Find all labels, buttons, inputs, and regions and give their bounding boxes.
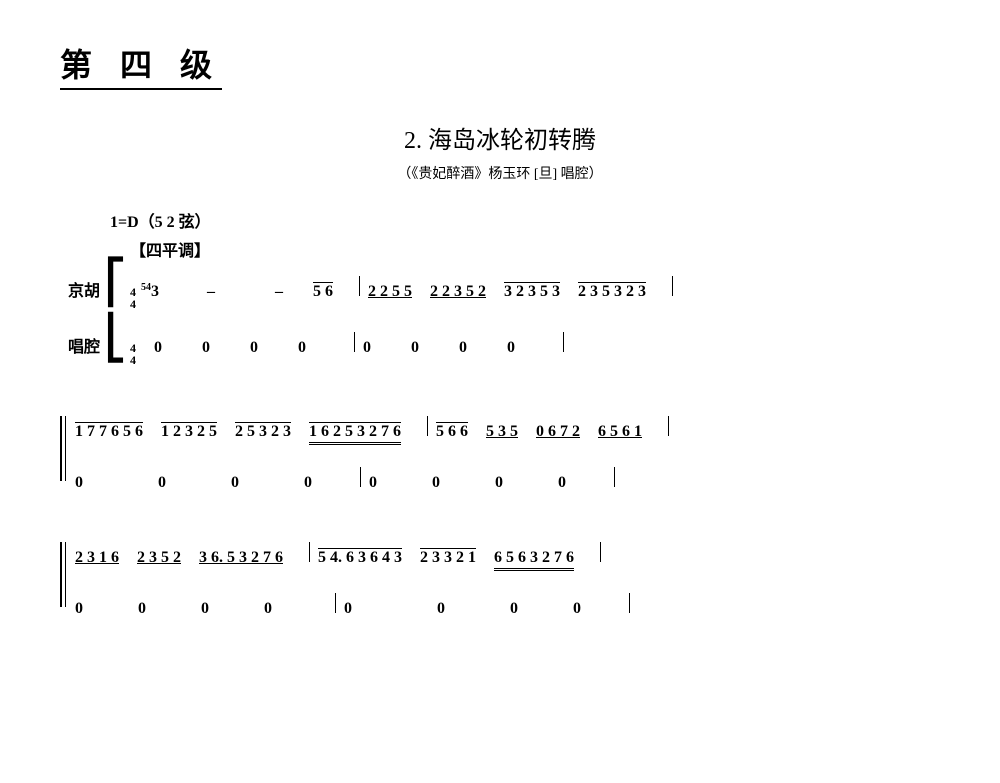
barline xyxy=(335,593,336,613)
note-segment: 2 2 5 5 xyxy=(368,283,412,301)
subtitle: （《贵妃醉酒》杨玉环 [旦] 唱腔） xyxy=(60,163,940,183)
title-section: 2. 海岛冰轮初转腾 （《贵妃醉酒》杨玉环 [旦] 唱腔） xyxy=(60,120,940,183)
jinghu-line-1: 京胡 ⎡ 44 54 3 – – 5 6 2 2 5 5 2 2 3 5 2 3… xyxy=(60,276,940,310)
note-segment: 6 5 6 1 xyxy=(598,423,642,441)
jinghu-line-2: 1 7 7 6 5 6 1 2 3 2 5 2 5 3 2 3 1 6 2 5 … xyxy=(60,416,940,445)
barline xyxy=(614,467,615,487)
note-segment: 0 xyxy=(432,474,440,492)
barline xyxy=(354,332,355,352)
barline xyxy=(309,542,310,562)
note-segment: 0 xyxy=(495,474,503,492)
notation-system-2: 1 7 7 6 5 6 1 2 3 2 5 2 5 3 2 3 1 6 2 5 … xyxy=(60,416,940,492)
voice-line-2: 0 0 0 0 0 0 0 0 xyxy=(60,467,940,492)
note-segment: 2 3 5 2 xyxy=(137,549,181,567)
note-segment: 0 xyxy=(363,339,371,357)
part-label-voice: 唱腔 xyxy=(60,333,105,357)
barline xyxy=(359,276,360,296)
note-segment: 3 2 3 5 3 xyxy=(504,283,560,301)
note-segment: 0 xyxy=(573,600,581,618)
barline xyxy=(360,467,361,487)
note-segment: 3 xyxy=(151,283,159,301)
note-segment: 0 xyxy=(507,339,515,357)
note-segment: 0 xyxy=(298,339,306,357)
note-segment: 1 6 2 5 3 2 7 6 xyxy=(309,423,401,445)
notation-system-3: 2 3 1 6 2 3 5 2 3 6. 5 3 2 7 6 5 4. 6 3 … xyxy=(60,542,940,618)
note-segment: 0 xyxy=(558,474,566,492)
system-bracket xyxy=(60,416,66,481)
note-segment: 2 2 3 5 2 xyxy=(430,283,486,301)
time-signature: 44 xyxy=(130,342,136,366)
note-segment: 6 5 6 3 2 7 6 xyxy=(494,549,574,571)
note-segment: 0 xyxy=(304,474,312,492)
note-segment: 5 6 xyxy=(313,283,333,301)
note-segment: 3 6. 5 3 2 7 6 xyxy=(199,549,283,567)
note-segment: 0 xyxy=(250,339,258,357)
key-signature: 1=D（5 2 弦） xyxy=(110,214,211,231)
note-segment: 1 2 3 2 5 xyxy=(161,423,217,441)
note-segment: 0 xyxy=(510,600,518,618)
voice-line-1: 唱腔 ⎣ 44 0 0 0 0 0 0 0 0 xyxy=(60,332,940,366)
note-segment: – xyxy=(207,283,215,301)
main-title: 2. 海岛冰轮初转腾 xyxy=(60,120,940,155)
note-segment: 0 6 7 2 xyxy=(536,423,580,441)
note-segment: 0 xyxy=(158,474,166,492)
note-segment: 2 3 3 2 1 xyxy=(420,549,476,567)
voice-line-3: 0 0 0 0 0 0 0 0 xyxy=(60,593,940,618)
notation-system-1: 京胡 ⎡ 44 54 3 – – 5 6 2 2 5 5 2 2 3 5 2 3… xyxy=(60,276,940,366)
note-segment: 0 xyxy=(201,600,209,618)
note-segment: 5 6 6 xyxy=(436,423,468,441)
part-label-jinghu: 京胡 xyxy=(60,277,105,301)
system-bracket xyxy=(60,542,66,607)
note-segment: 5 3 5 xyxy=(486,423,518,441)
note-segment: 0 xyxy=(154,339,162,357)
barline xyxy=(600,542,601,562)
time-signature: 44 xyxy=(130,286,136,310)
barline xyxy=(629,593,630,613)
mode-label: 【四平调】 xyxy=(130,237,940,261)
note-segment: 0 xyxy=(411,339,419,357)
barline xyxy=(668,416,669,436)
note-segment: – xyxy=(275,283,283,301)
barline xyxy=(563,332,564,352)
note-segment: 2 3 1 6 xyxy=(75,549,119,567)
jinghu-line-3: 2 3 1 6 2 3 5 2 3 6. 5 3 2 7 6 5 4. 6 3 … xyxy=(60,542,940,571)
note-segment: 2 3 5 3 2 3 xyxy=(578,283,646,301)
barline xyxy=(427,416,428,436)
key-section: 1=D（5 2 弦） xyxy=(110,208,940,232)
note-segment: 0 xyxy=(75,600,83,618)
note-segment: 1 7 7 6 5 6 xyxy=(75,423,143,441)
note-segment: 0 xyxy=(202,339,210,357)
level-heading: 第 四 级 xyxy=(60,40,222,90)
note-segment: 0 xyxy=(231,474,239,492)
note-segment: 0 xyxy=(437,600,445,618)
note-segment: 0 xyxy=(264,600,272,618)
note-segment: 0 xyxy=(75,474,83,492)
barline xyxy=(672,276,673,296)
note-segment: 5 4. 6 3 6 4 3 xyxy=(318,549,402,567)
note-segment: 2 5 3 2 3 xyxy=(235,423,291,441)
note-segment: 0 xyxy=(344,600,352,618)
note-segment: 0 xyxy=(138,600,146,618)
note-segment: 0 xyxy=(369,474,377,492)
note-segment: 0 xyxy=(459,339,467,357)
